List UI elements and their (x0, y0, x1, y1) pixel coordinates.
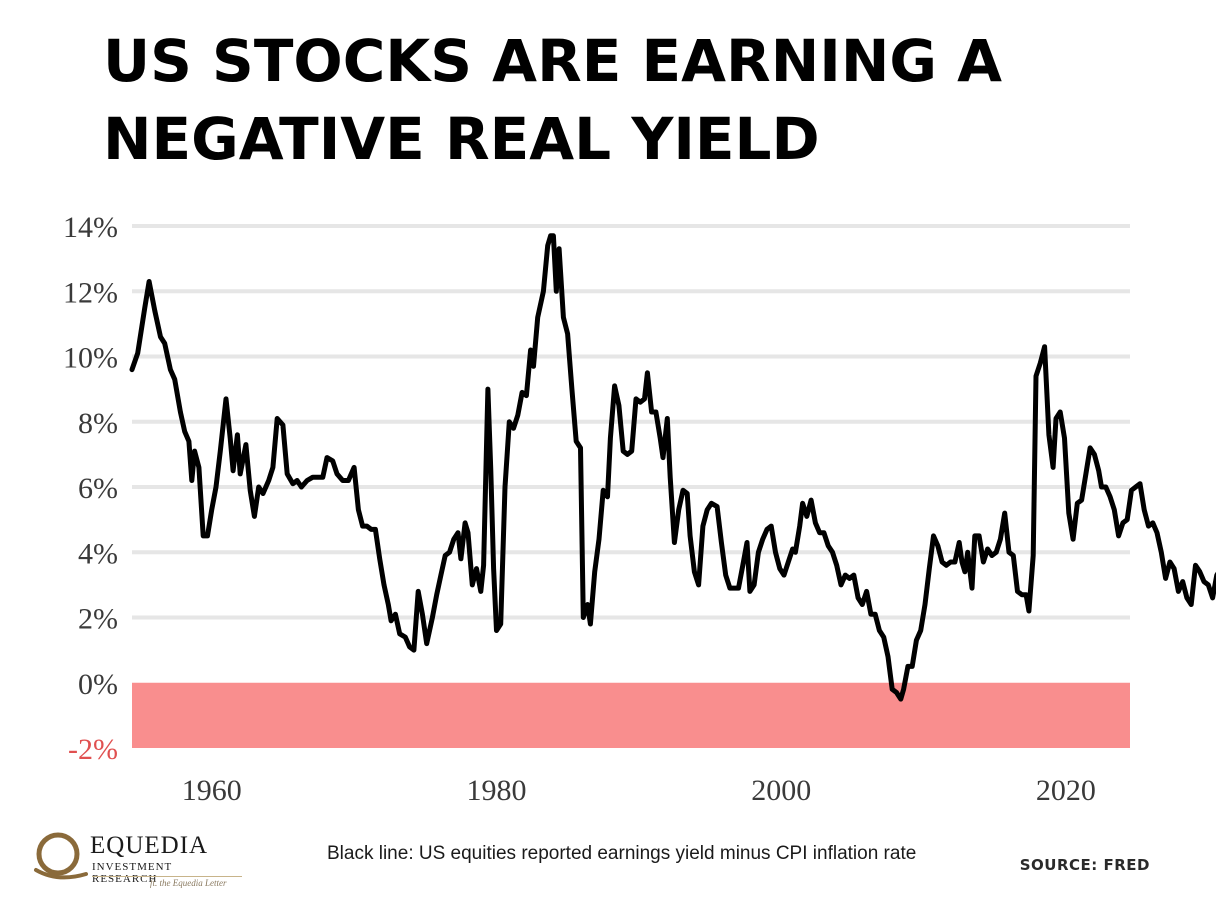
chart-title-line-2: NEGATIVE REAL YIELD (103, 105, 820, 173)
equedia-q-icon (34, 832, 88, 880)
logo-tagline: ft. the Equedia Letter (150, 878, 227, 888)
equedia-logo: EQUEDIA INVESTMENT RESEARCH ft. the Eque… (32, 830, 242, 892)
y-tick-label: 8% (78, 407, 118, 440)
y-tick-label: 4% (78, 537, 118, 570)
y-tick-label: 14% (63, 211, 118, 244)
negative-yield-band (132, 682, 1130, 748)
y-tick-label: -2% (68, 733, 118, 766)
x-tick-label: 1960 (182, 774, 242, 807)
y-tick-label: 10% (63, 342, 118, 375)
y-axis-ticks: 14% 12% 10% 8% 6% 4% 2% 0% -2% (63, 211, 118, 766)
x-tick-label: 2020 (1036, 774, 1096, 807)
x-tick-label: 2000 (751, 774, 811, 807)
x-tick-label: 1980 (466, 774, 526, 807)
real-yield-line (129, 233, 1216, 702)
chart-caption: Black line: US equities reported earning… (327, 843, 917, 864)
chart-source: SOURCE: FRED (1019, 856, 1150, 874)
y-tick-label: 2% (78, 603, 118, 636)
logo-rule (92, 876, 242, 877)
x-axis-ticks: 1960 1980 2000 2020 (182, 774, 1096, 807)
gridlines (132, 224, 1130, 620)
chart-title-line-1: US STOCKS ARE EARNING A (103, 27, 1003, 95)
y-tick-label: 6% (78, 472, 118, 505)
y-tick-label: 12% (63, 276, 118, 309)
y-tick-label: 0% (78, 668, 118, 701)
chart-title: US STOCKS ARE EARNING A NEGATIVE REAL YI… (103, 22, 1103, 178)
logo-name: EQUEDIA (90, 832, 209, 859)
